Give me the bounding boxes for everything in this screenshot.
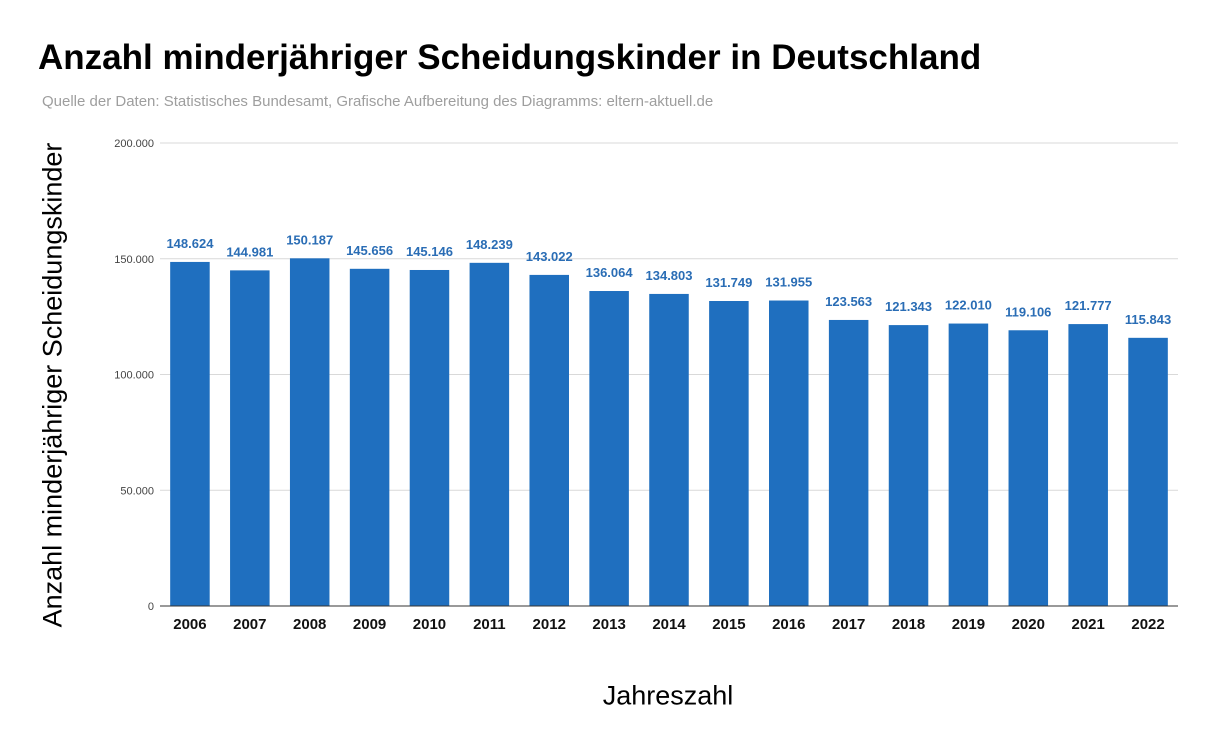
chart-subtitle: Quelle der Daten: Statistisches Bundesam… bbox=[42, 93, 714, 110]
bar bbox=[888, 325, 929, 606]
x-tick-label: 2012 bbox=[533, 616, 566, 633]
data-label: 121.343 bbox=[885, 299, 932, 314]
bar bbox=[1128, 337, 1168, 606]
bar bbox=[1008, 330, 1049, 606]
data-label: 131.749 bbox=[705, 275, 752, 290]
bar bbox=[948, 323, 989, 606]
data-label: 121.777 bbox=[1065, 298, 1112, 313]
x-tick-label: 2013 bbox=[592, 616, 625, 633]
bar bbox=[709, 301, 749, 606]
x-tick-label: 2014 bbox=[652, 616, 686, 633]
x-tick-label: 2009 bbox=[353, 616, 386, 633]
x-tick-label: 2010 bbox=[413, 616, 446, 633]
bar bbox=[1068, 324, 1108, 606]
data-label: 144.981 bbox=[226, 244, 273, 259]
x-tick-label: 2015 bbox=[712, 616, 745, 633]
x-tick-label: 2021 bbox=[1071, 616, 1104, 633]
x-tick-label: 2022 bbox=[1131, 616, 1164, 633]
bar bbox=[529, 274, 569, 606]
data-label: 145.656 bbox=[346, 243, 393, 258]
y-tick-label: 50.000 bbox=[120, 485, 154, 497]
bar bbox=[589, 291, 629, 606]
data-label: 145.146 bbox=[406, 244, 453, 259]
x-tick-label: 2007 bbox=[233, 616, 266, 633]
bar bbox=[230, 270, 270, 606]
data-label: 150.187 bbox=[286, 232, 333, 247]
data-label: 136.064 bbox=[586, 265, 634, 280]
data-label: 119.106 bbox=[1005, 304, 1051, 319]
y-tick-label: 200.000 bbox=[114, 138, 154, 150]
x-tick-label: 2016 bbox=[772, 616, 805, 633]
bar bbox=[828, 319, 869, 606]
data-label: 143.022 bbox=[526, 249, 573, 264]
data-label: 123.563 bbox=[825, 294, 872, 309]
data-label: 131.955 bbox=[765, 275, 812, 290]
bar bbox=[649, 293, 689, 606]
x-tick-label: 2020 bbox=[1012, 616, 1045, 633]
y-tick-label: 0 bbox=[148, 601, 154, 613]
data-label: 122.010 bbox=[945, 298, 992, 313]
x-tick-label: 2006 bbox=[173, 616, 206, 633]
data-label: 148.624 bbox=[166, 236, 214, 251]
data-label: 115.843 bbox=[1125, 312, 1171, 327]
bar bbox=[769, 300, 809, 606]
x-tick-label: 2019 bbox=[952, 616, 985, 633]
x-tick-label: 2018 bbox=[892, 616, 925, 633]
bar bbox=[469, 262, 510, 606]
bar bbox=[289, 258, 330, 606]
x-axis-label: Jahreszahl bbox=[602, 680, 734, 711]
x-tick-label: 2011 bbox=[473, 616, 506, 633]
y-tick-label: 100.000 bbox=[114, 370, 154, 382]
x-tick-label: 2017 bbox=[832, 616, 865, 633]
x-tick-label: 2008 bbox=[293, 616, 326, 633]
data-label: 148.239 bbox=[466, 237, 513, 252]
chart-title: Anzahl minderjähriger Scheidungskinder i… bbox=[38, 38, 982, 77]
bar bbox=[409, 269, 450, 606]
bar bbox=[170, 261, 210, 606]
data-label: 134.803 bbox=[646, 268, 693, 283]
bar bbox=[349, 268, 390, 606]
y-tick-label: 150.000 bbox=[114, 254, 154, 266]
